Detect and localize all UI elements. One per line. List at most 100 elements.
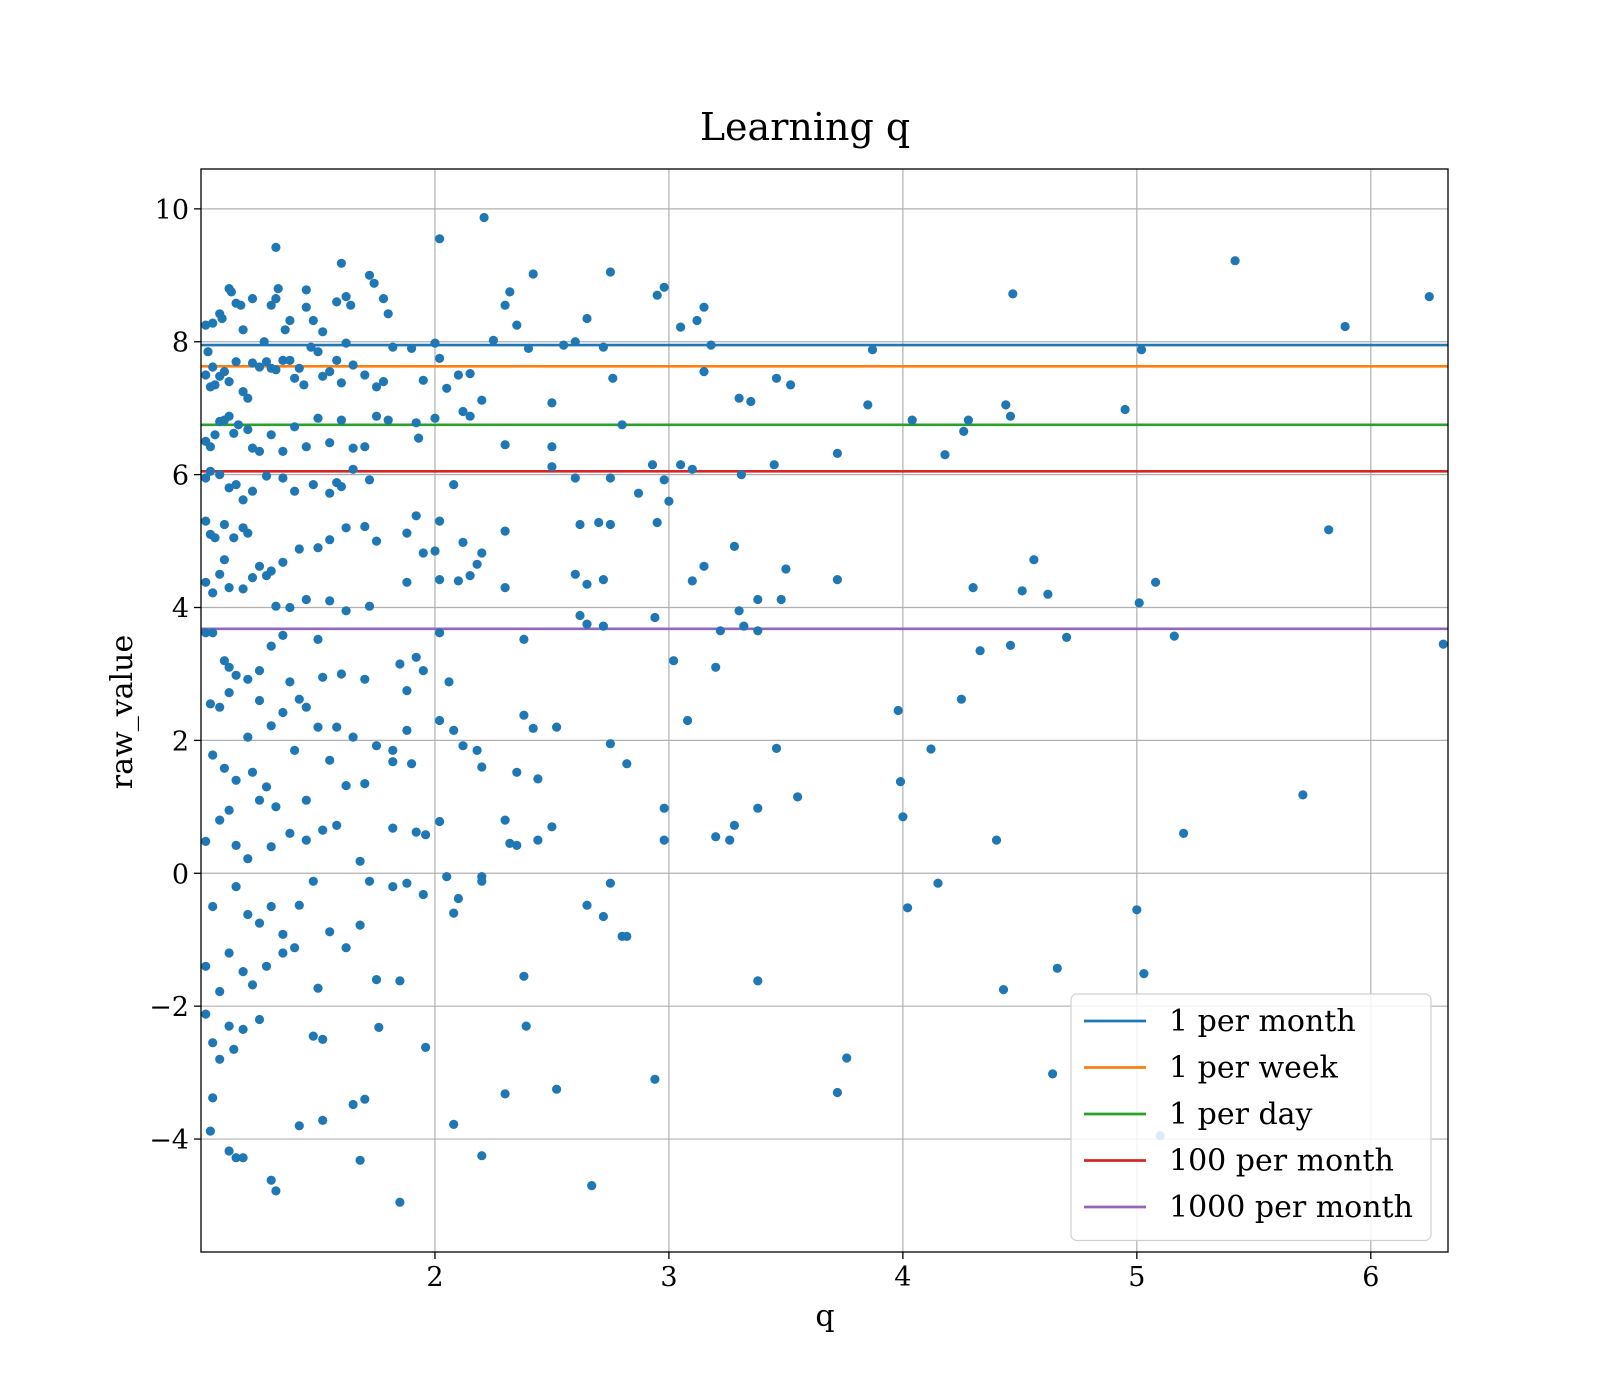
data-point <box>332 722 342 732</box>
data-point <box>1136 345 1147 355</box>
data-point <box>243 909 253 920</box>
data-point <box>306 342 316 352</box>
data-point <box>477 548 487 558</box>
data-point <box>776 594 786 605</box>
data-point <box>261 571 272 581</box>
data-point <box>547 442 557 452</box>
data-point <box>278 473 288 483</box>
data-point <box>341 338 351 348</box>
data-point <box>832 448 843 458</box>
data-point <box>224 377 234 387</box>
data-point <box>388 823 398 833</box>
data-point <box>402 686 412 696</box>
data-point <box>676 460 686 470</box>
data-point <box>575 519 585 530</box>
data-point <box>528 269 538 279</box>
data-point <box>208 318 218 328</box>
data-point <box>231 357 241 367</box>
data-point <box>271 294 281 304</box>
data-point <box>418 375 428 385</box>
data-point <box>219 367 229 377</box>
data-point <box>435 715 445 726</box>
data-point <box>208 901 218 912</box>
y-tick-label: −4 <box>149 1125 189 1156</box>
y-tick-label: 10 <box>155 195 189 226</box>
data-point <box>371 536 382 546</box>
data-point <box>659 835 669 845</box>
data-point <box>622 759 632 769</box>
data-point <box>505 838 515 849</box>
data-point <box>201 1009 211 1019</box>
data-point <box>243 528 253 538</box>
data-point <box>224 948 234 958</box>
data-point <box>598 911 609 922</box>
data-point <box>278 446 288 456</box>
data-point <box>435 575 445 585</box>
data-point <box>1324 525 1334 535</box>
data-point <box>407 343 417 353</box>
y-tick-labels: −4 −2 0 2 4 6 8 10 <box>149 195 201 1156</box>
data-point <box>418 548 428 558</box>
data-point <box>238 387 248 397</box>
data-point <box>647 460 658 470</box>
data-point <box>1424 292 1434 302</box>
data-point <box>355 920 365 930</box>
data-point <box>325 488 335 498</box>
data-point <box>842 1053 852 1063</box>
data-point <box>687 464 697 474</box>
data-point <box>261 961 272 971</box>
y-tick-label: −2 <box>149 992 189 1023</box>
data-point <box>414 433 424 443</box>
data-point <box>435 628 445 638</box>
data-point <box>318 672 328 682</box>
data-point <box>388 342 398 352</box>
data-point <box>659 475 669 485</box>
data-point <box>301 702 311 712</box>
data-point <box>533 835 543 845</box>
data-point <box>203 347 213 357</box>
data-point <box>402 725 412 736</box>
data-point <box>215 569 225 579</box>
data-point <box>231 882 241 892</box>
data-point <box>477 876 487 886</box>
data-point <box>753 803 763 813</box>
data-point <box>736 470 747 480</box>
data-point <box>201 961 211 971</box>
data-point <box>341 292 351 302</box>
data-point <box>208 588 218 598</box>
data-point <box>348 443 358 453</box>
data-point <box>254 1014 265 1025</box>
data-point <box>650 1074 660 1084</box>
data-point <box>231 775 241 785</box>
data-point <box>364 876 375 886</box>
data-point <box>219 555 229 565</box>
data-point <box>771 743 782 754</box>
data-point <box>547 462 557 472</box>
data-point <box>500 526 510 536</box>
data-point <box>559 340 569 350</box>
data-point <box>332 820 342 831</box>
data-point <box>341 606 351 616</box>
data-point <box>243 854 253 864</box>
data-point <box>598 621 609 631</box>
data-point <box>278 355 288 365</box>
data-point <box>453 576 463 586</box>
data-point <box>528 723 538 734</box>
data-point <box>652 517 662 528</box>
data-point <box>617 420 627 430</box>
data-point <box>505 287 515 297</box>
data-point <box>254 362 265 372</box>
data-point <box>1134 598 1144 608</box>
data-point <box>325 755 335 765</box>
data-point <box>786 380 796 390</box>
data-point <box>266 721 276 731</box>
data-point <box>683 715 693 726</box>
data-point <box>229 533 239 543</box>
data-point <box>294 694 304 704</box>
data-point <box>313 634 323 645</box>
data-point <box>224 411 234 421</box>
data-point <box>699 302 709 312</box>
data-point <box>465 369 475 379</box>
data-point <box>411 511 421 521</box>
data-point <box>711 662 721 672</box>
